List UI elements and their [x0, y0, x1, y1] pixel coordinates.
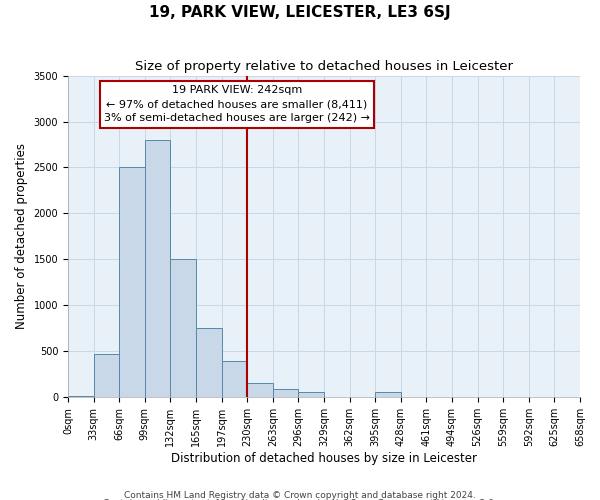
X-axis label: Distribution of detached houses by size in Leicester: Distribution of detached houses by size …: [171, 452, 477, 465]
Text: 19 PARK VIEW: 242sqm
← 97% of detached houses are smaller (8,411)
3% of semi-det: 19 PARK VIEW: 242sqm ← 97% of detached h…: [104, 85, 370, 123]
Bar: [247, 383, 273, 398]
Bar: [94, 354, 119, 398]
Bar: [273, 389, 298, 398]
Text: 19, PARK VIEW, LEICESTER, LE3 6SJ: 19, PARK VIEW, LEICESTER, LE3 6SJ: [149, 5, 451, 20]
Bar: [298, 392, 324, 398]
Title: Size of property relative to detached houses in Leicester: Size of property relative to detached ho…: [135, 60, 513, 73]
Bar: [221, 360, 247, 398]
Bar: [375, 392, 401, 398]
Text: Contains HM Land Registry data © Crown copyright and database right 2024.: Contains HM Land Registry data © Crown c…: [124, 490, 476, 500]
Text: Contains public sector information licensed under the Open Government Licence v3: Contains public sector information licen…: [103, 499, 497, 500]
Y-axis label: Number of detached properties: Number of detached properties: [15, 144, 28, 330]
Bar: [196, 328, 221, 398]
Bar: [68, 396, 94, 398]
Bar: [145, 140, 170, 398]
Bar: [119, 168, 145, 398]
Bar: [170, 260, 196, 398]
